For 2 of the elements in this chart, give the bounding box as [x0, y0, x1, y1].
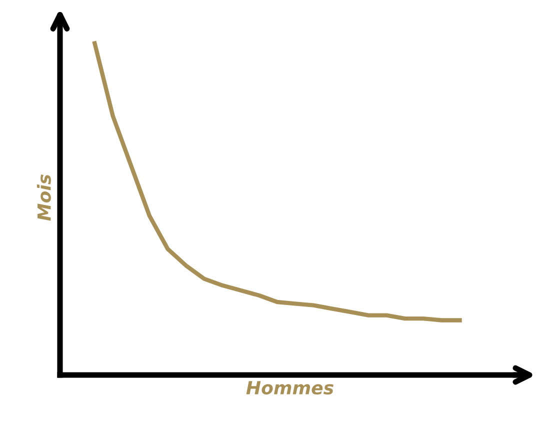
y-axis-title: Mois	[36, 174, 51, 221]
x-axis-title: Hommes	[246, 381, 334, 395]
